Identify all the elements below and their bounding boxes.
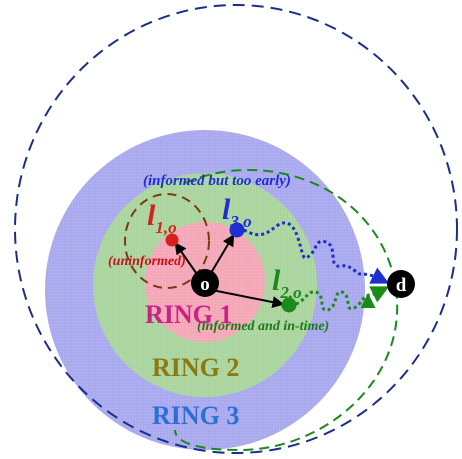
node-destination xyxy=(387,270,415,298)
node-origin xyxy=(191,269,219,297)
label-l3: l3,o xyxy=(222,193,252,231)
node-destination-label: d xyxy=(396,275,407,296)
node-l3-dot xyxy=(229,222,245,238)
annotation-too-early: (informed but too early) xyxy=(143,173,291,189)
node-l2-dot xyxy=(281,297,297,313)
label-l1: l1,o xyxy=(147,199,177,237)
ring-3-label: RING 3 xyxy=(152,401,239,430)
outer-range-dashed-circle xyxy=(14,4,458,454)
node-l1-dot xyxy=(165,233,179,247)
node-origin-label: o xyxy=(200,274,210,295)
ring-2-label: RING 2 xyxy=(152,353,239,382)
annotation-in-time: (informed and in-time) xyxy=(197,319,329,334)
l1-range-dashed-circle xyxy=(124,193,210,289)
label-l2: l2,o xyxy=(272,264,302,302)
arrow-o-to-l2 xyxy=(211,289,285,309)
l2-range-dashed-circle xyxy=(174,169,399,452)
l3-squiggly-path xyxy=(243,221,390,284)
ring-1-label: RING 1 xyxy=(145,300,232,329)
annotation-uninformed: (uninformed) xyxy=(108,254,186,269)
